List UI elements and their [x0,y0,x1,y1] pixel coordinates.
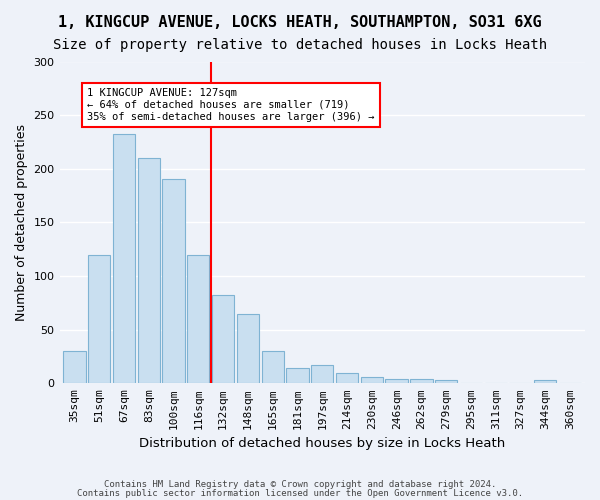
Bar [163,180,185,384]
Text: Contains HM Land Registry data © Crown copyright and database right 2024.: Contains HM Land Registry data © Crown c… [104,480,496,489]
Bar [113,134,135,384]
Y-axis label: Number of detached properties: Number of detached properties [15,124,28,321]
Bar [286,368,308,384]
Bar [237,314,259,384]
Bar [410,379,433,384]
Bar [187,254,209,384]
Bar [534,380,556,384]
Text: Size of property relative to detached houses in Locks Heath: Size of property relative to detached ho… [53,38,547,52]
Bar [137,158,160,384]
Bar [385,379,408,384]
X-axis label: Distribution of detached houses by size in Locks Heath: Distribution of detached houses by size … [139,437,505,450]
Bar [361,377,383,384]
Text: Contains public sector information licensed under the Open Government Licence v3: Contains public sector information licen… [77,489,523,498]
Bar [88,254,110,384]
Bar [212,296,234,384]
Bar [435,380,457,384]
Bar [262,351,284,384]
Bar [311,365,334,384]
Text: 1 KINGCUP AVENUE: 127sqm
← 64% of detached houses are smaller (719)
35% of semi-: 1 KINGCUP AVENUE: 127sqm ← 64% of detach… [87,88,374,122]
Text: 1, KINGCUP AVENUE, LOCKS HEATH, SOUTHAMPTON, SO31 6XG: 1, KINGCUP AVENUE, LOCKS HEATH, SOUTHAMP… [58,15,542,30]
Bar [336,372,358,384]
Bar [63,351,86,384]
